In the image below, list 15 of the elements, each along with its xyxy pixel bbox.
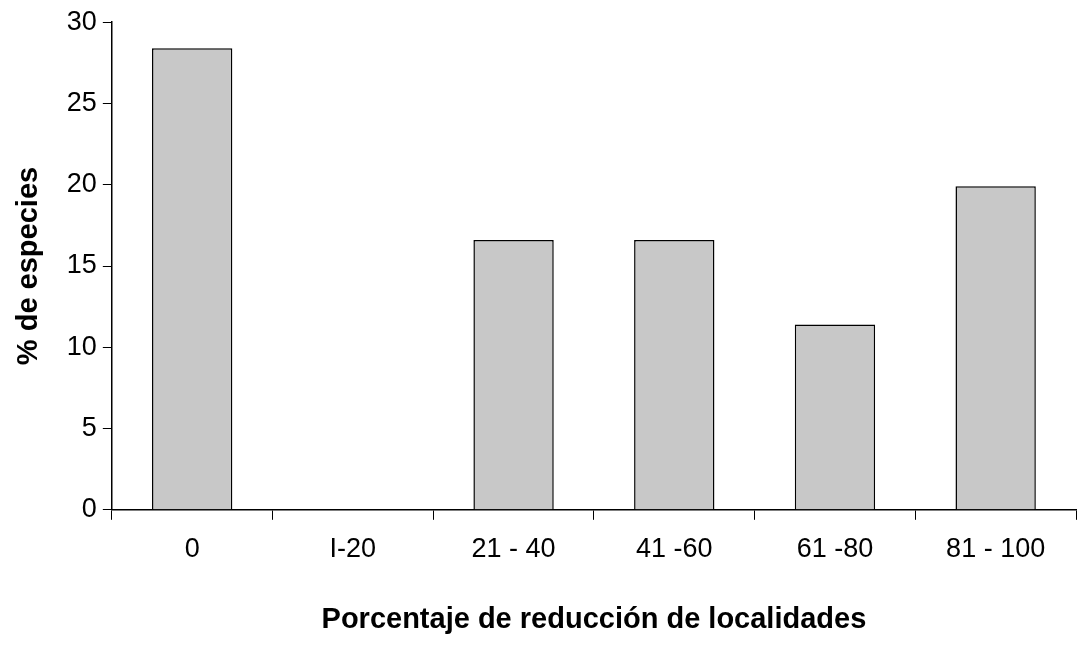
- x-tick-label: 0: [184, 533, 200, 564]
- y-tick-label: 0: [81, 493, 97, 524]
- y-tick-label: 10: [66, 330, 97, 361]
- x-axis-title: Porcentaje de reducción de localidades: [321, 601, 867, 634]
- x-tick-label: 41 -60: [635, 533, 713, 564]
- x-tick-label: 81 - 100: [946, 533, 1046, 564]
- x-tick-label: 61 -80: [796, 533, 874, 564]
- x-tick-label: 21 - 40: [471, 533, 556, 564]
- y-axis-title: % de especies: [11, 166, 44, 366]
- y-tick-label: 30: [66, 5, 97, 36]
- y-tick-label: 5: [81, 411, 97, 442]
- y-tick-label: 25: [66, 86, 97, 117]
- y-tick-label: 15: [66, 249, 97, 280]
- x-tick-label: I-20: [329, 533, 377, 564]
- y-tick-label: 20: [66, 168, 97, 199]
